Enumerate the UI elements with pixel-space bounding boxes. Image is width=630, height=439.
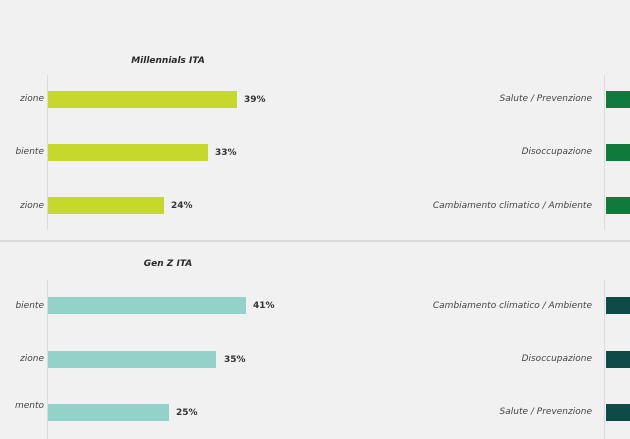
axis-line <box>47 280 48 439</box>
value-label: 39% <box>244 95 266 105</box>
bar-millennials-0 <box>48 91 237 108</box>
category-label: Cambiamento climatico / Ambiente <box>432 201 592 211</box>
bar-right-bottom-1 <box>606 351 630 368</box>
value-label: 33% <box>215 148 237 158</box>
bar-right-top-0 <box>606 91 630 108</box>
bar-right-top-1 <box>606 144 630 161</box>
axis-line <box>47 75 48 230</box>
chart-title-genz: Gen Z ITA <box>143 259 193 269</box>
axis-line <box>604 75 605 230</box>
axis-line <box>604 280 605 439</box>
category-label: Disoccupazione <box>521 354 592 364</box>
category-label: zione <box>20 354 44 364</box>
bar-genz-0 <box>48 297 246 314</box>
category-label: biente <box>15 301 44 311</box>
value-label: 25% <box>176 408 198 418</box>
category-label: mento <box>14 401 44 411</box>
bar-millennials-1 <box>48 144 208 161</box>
bar-right-bottom-0 <box>606 297 630 314</box>
category-label: Salute / Prevenzione <box>499 94 592 104</box>
category-label: zione <box>20 201 44 211</box>
section-divider <box>0 240 630 242</box>
bar-right-bottom-2 <box>606 404 630 421</box>
category-label: Cambiamento climatico / Ambiente <box>432 301 592 311</box>
category-label: Disoccupazione <box>521 147 592 157</box>
value-label: 35% <box>224 355 246 365</box>
bar-genz-1 <box>48 351 216 368</box>
bar-genz-2 <box>48 404 169 421</box>
bar-millennials-2 <box>48 197 164 214</box>
category-label: Salute / Prevenzione <box>499 407 592 417</box>
chart-title-millennials: Millennials ITA <box>131 56 205 66</box>
category-label: biente <box>15 147 44 157</box>
value-label: 41% <box>253 301 275 311</box>
bar-right-top-2 <box>606 197 630 214</box>
value-label: 24% <box>171 201 193 211</box>
category-label: zione <box>20 94 44 104</box>
